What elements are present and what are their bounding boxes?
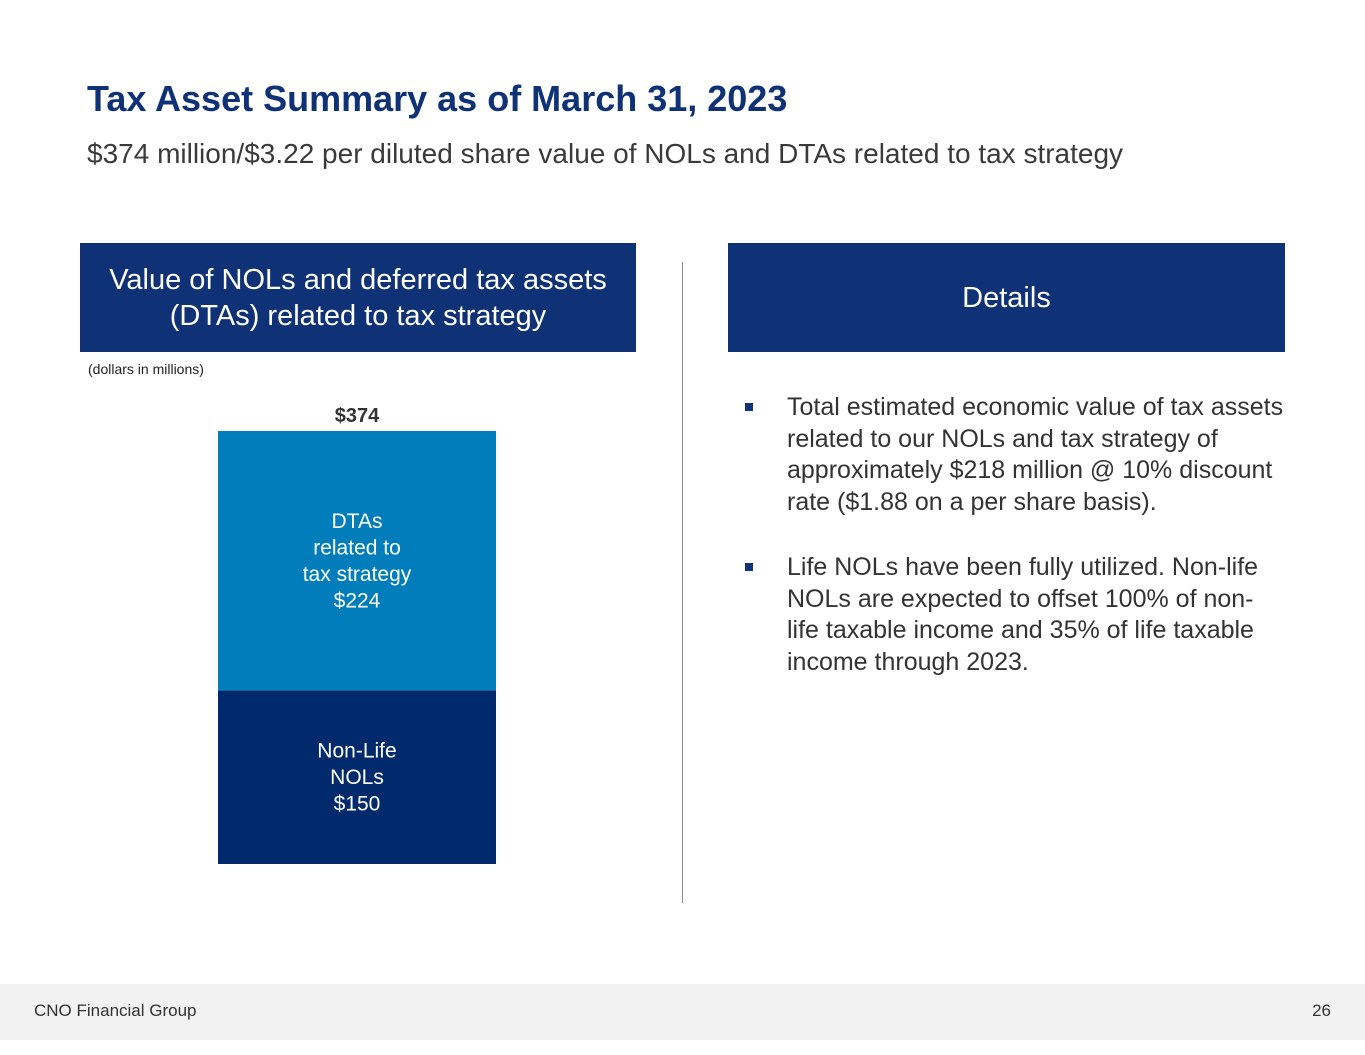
details-bullet-text-2: Life NOLs have been fully utilized. Non-… [787, 553, 1259, 676]
bar-segment-label-1-line-3: $150 [334, 793, 381, 816]
details-bullet-text-1: Total estimated economic value of tax as… [787, 393, 1284, 516]
page-subtitle: $374 million/$3.22 per diluted share val… [87, 138, 1124, 169]
panel-divider [682, 262, 683, 903]
details-list: Total estimated economic value of tax as… [745, 392, 1285, 712]
footer: CNO Financial Group 26 [0, 984, 1365, 1040]
details-panel-header: Details [728, 243, 1285, 352]
page-number: 26 [1312, 1001, 1331, 1020]
page-title: Tax Asset Summary as of March 31, 2023 [87, 78, 788, 119]
units-note: (dollars in millions) [88, 361, 204, 377]
chart-panel-header: Value of NOLs and deferred tax assets (D… [80, 243, 636, 352]
square-bullet-icon [745, 403, 753, 411]
bar-segment-1 [218, 690, 496, 864]
square-bullet-icon [745, 563, 753, 571]
bar-segment-label-2-line-3: tax strategy [303, 563, 412, 586]
bar-segment-label-2-line-1: DTAs [332, 510, 383, 533]
chart-panel-header-line-1: Value of NOLs and deferred tax assets [109, 263, 607, 296]
chart-panel-header-line-2: (DTAs) related to tax strategy [169, 299, 547, 332]
bar-segment-label-1-line-2: NOLs [330, 766, 384, 789]
details-bullet-1: Total estimated economic value of tax as… [745, 392, 1285, 518]
details-bullet-2: Life NOLs have been fully utilized. Non-… [745, 552, 1285, 678]
bar-segment-2 [218, 431, 496, 691]
bar-total-label: $374 [335, 405, 380, 427]
bar-segment-label-2-line-4: $224 [334, 589, 381, 612]
bar-segment-label-1-line-1: Non-Life [317, 740, 396, 763]
stacked-bar-chart: Non-Life NOLs $150 DTAs related to tax strate… [218, 405, 496, 864]
details-header-label: Details [962, 281, 1051, 314]
footer-company: CNO Financial Group [34, 1001, 197, 1020]
bar-segment-label-2-line-2: related to [313, 536, 401, 559]
